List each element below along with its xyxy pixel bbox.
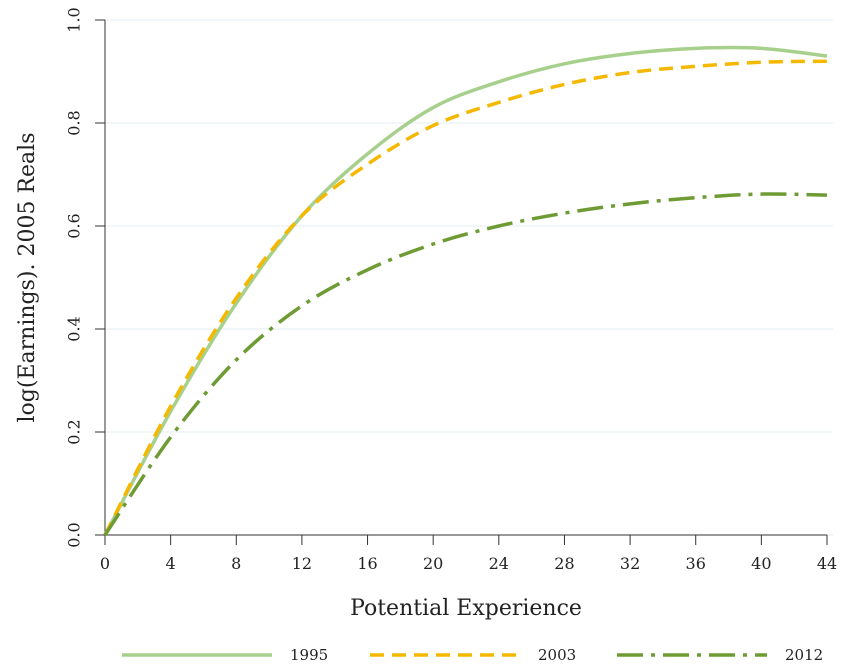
x-tick-label: 24 <box>489 554 509 573</box>
x-tick-label: 16 <box>357 554 377 573</box>
series-lines <box>103 45 828 536</box>
x-tick-label: 20 <box>423 554 443 573</box>
x-tick-label: 12 <box>292 554 312 573</box>
y-tick-label: 0.6 <box>65 213 84 238</box>
x-tick-label: 36 <box>686 554 706 573</box>
axes: 0.0 0.2 0.4 0.6 0.8 1.0 0 4 8 12 16 20 24 28 32 36 40 44 <box>65 7 838 573</box>
legend-label-2003: 2003 <box>538 646 576 664</box>
x-tick-label: 44 <box>817 554 837 573</box>
legend-label-2012: 2012 <box>785 646 823 664</box>
x-tick-label: 28 <box>554 554 574 573</box>
y-tick-label: 0.4 <box>65 316 84 341</box>
gridlines <box>105 19 833 536</box>
x-tick-label: 40 <box>751 554 771 573</box>
x-tick-label: 4 <box>166 554 176 573</box>
series-line-1995 <box>103 45 828 536</box>
series-line-2012 <box>103 192 828 536</box>
x-tick-label: 0 <box>100 554 110 573</box>
y-axis-title: log(Earnings). 2005 Reals <box>15 133 40 423</box>
legend-label-1995: 1995 <box>290 646 328 664</box>
x-tick-label: 8 <box>231 554 241 573</box>
y-tick-label: 1.0 <box>65 7 84 32</box>
x-axis-title: Potential Experience <box>350 596 582 621</box>
y-tick-label: 0.8 <box>65 110 84 135</box>
y-tick-label: 0.0 <box>65 522 84 547</box>
legend: 1995 2003 2012 <box>122 646 823 664</box>
series-line-2003 <box>103 59 828 536</box>
x-tick-label: 32 <box>620 554 640 573</box>
y-tick-label: 0.2 <box>65 419 84 444</box>
